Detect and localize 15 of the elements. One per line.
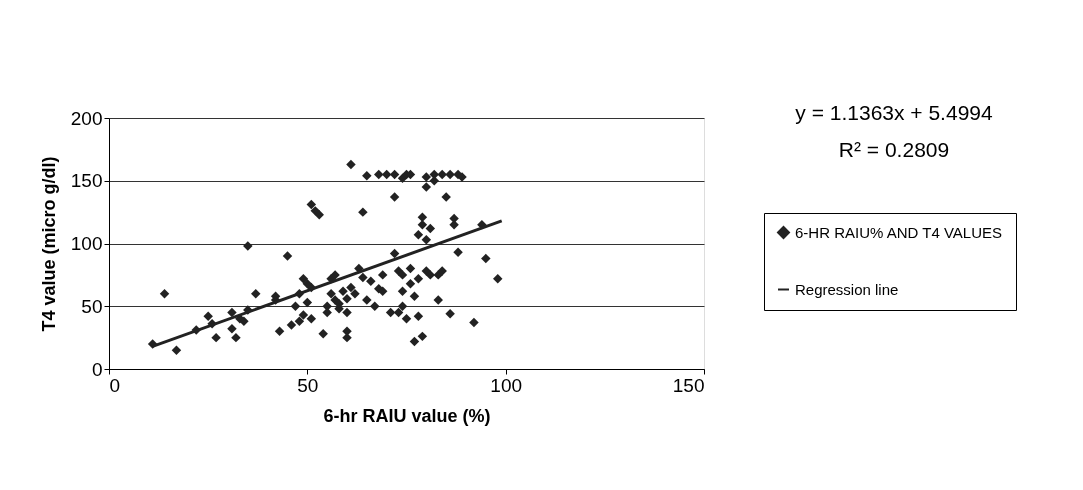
y-tick-label: 150 [70,170,103,192]
legend-label: 6-HR RAIU% AND T4 VALUES [795,223,1003,241]
text: R² = 0.2809 [838,138,950,161]
x-tick-label: 50 [297,374,319,396]
x-tick-label: 0 [109,374,121,396]
text: y = 1.1363x + 5.4994 [795,101,993,124]
legend-label: Regression line [795,280,899,298]
x-tick-label: 150 [672,374,705,396]
y-tick-label: 200 [70,107,103,129]
x-axis-title: 6-hr RAIU value (%) [323,405,491,426]
y-tick-label: 0 [91,358,103,380]
y-tick-label: 50 [81,295,103,317]
x-tick-label: 100 [490,374,523,396]
y-tick-label: 100 [70,233,103,254]
y-axis-title: T4 value (micro g/dl) [38,156,59,332]
